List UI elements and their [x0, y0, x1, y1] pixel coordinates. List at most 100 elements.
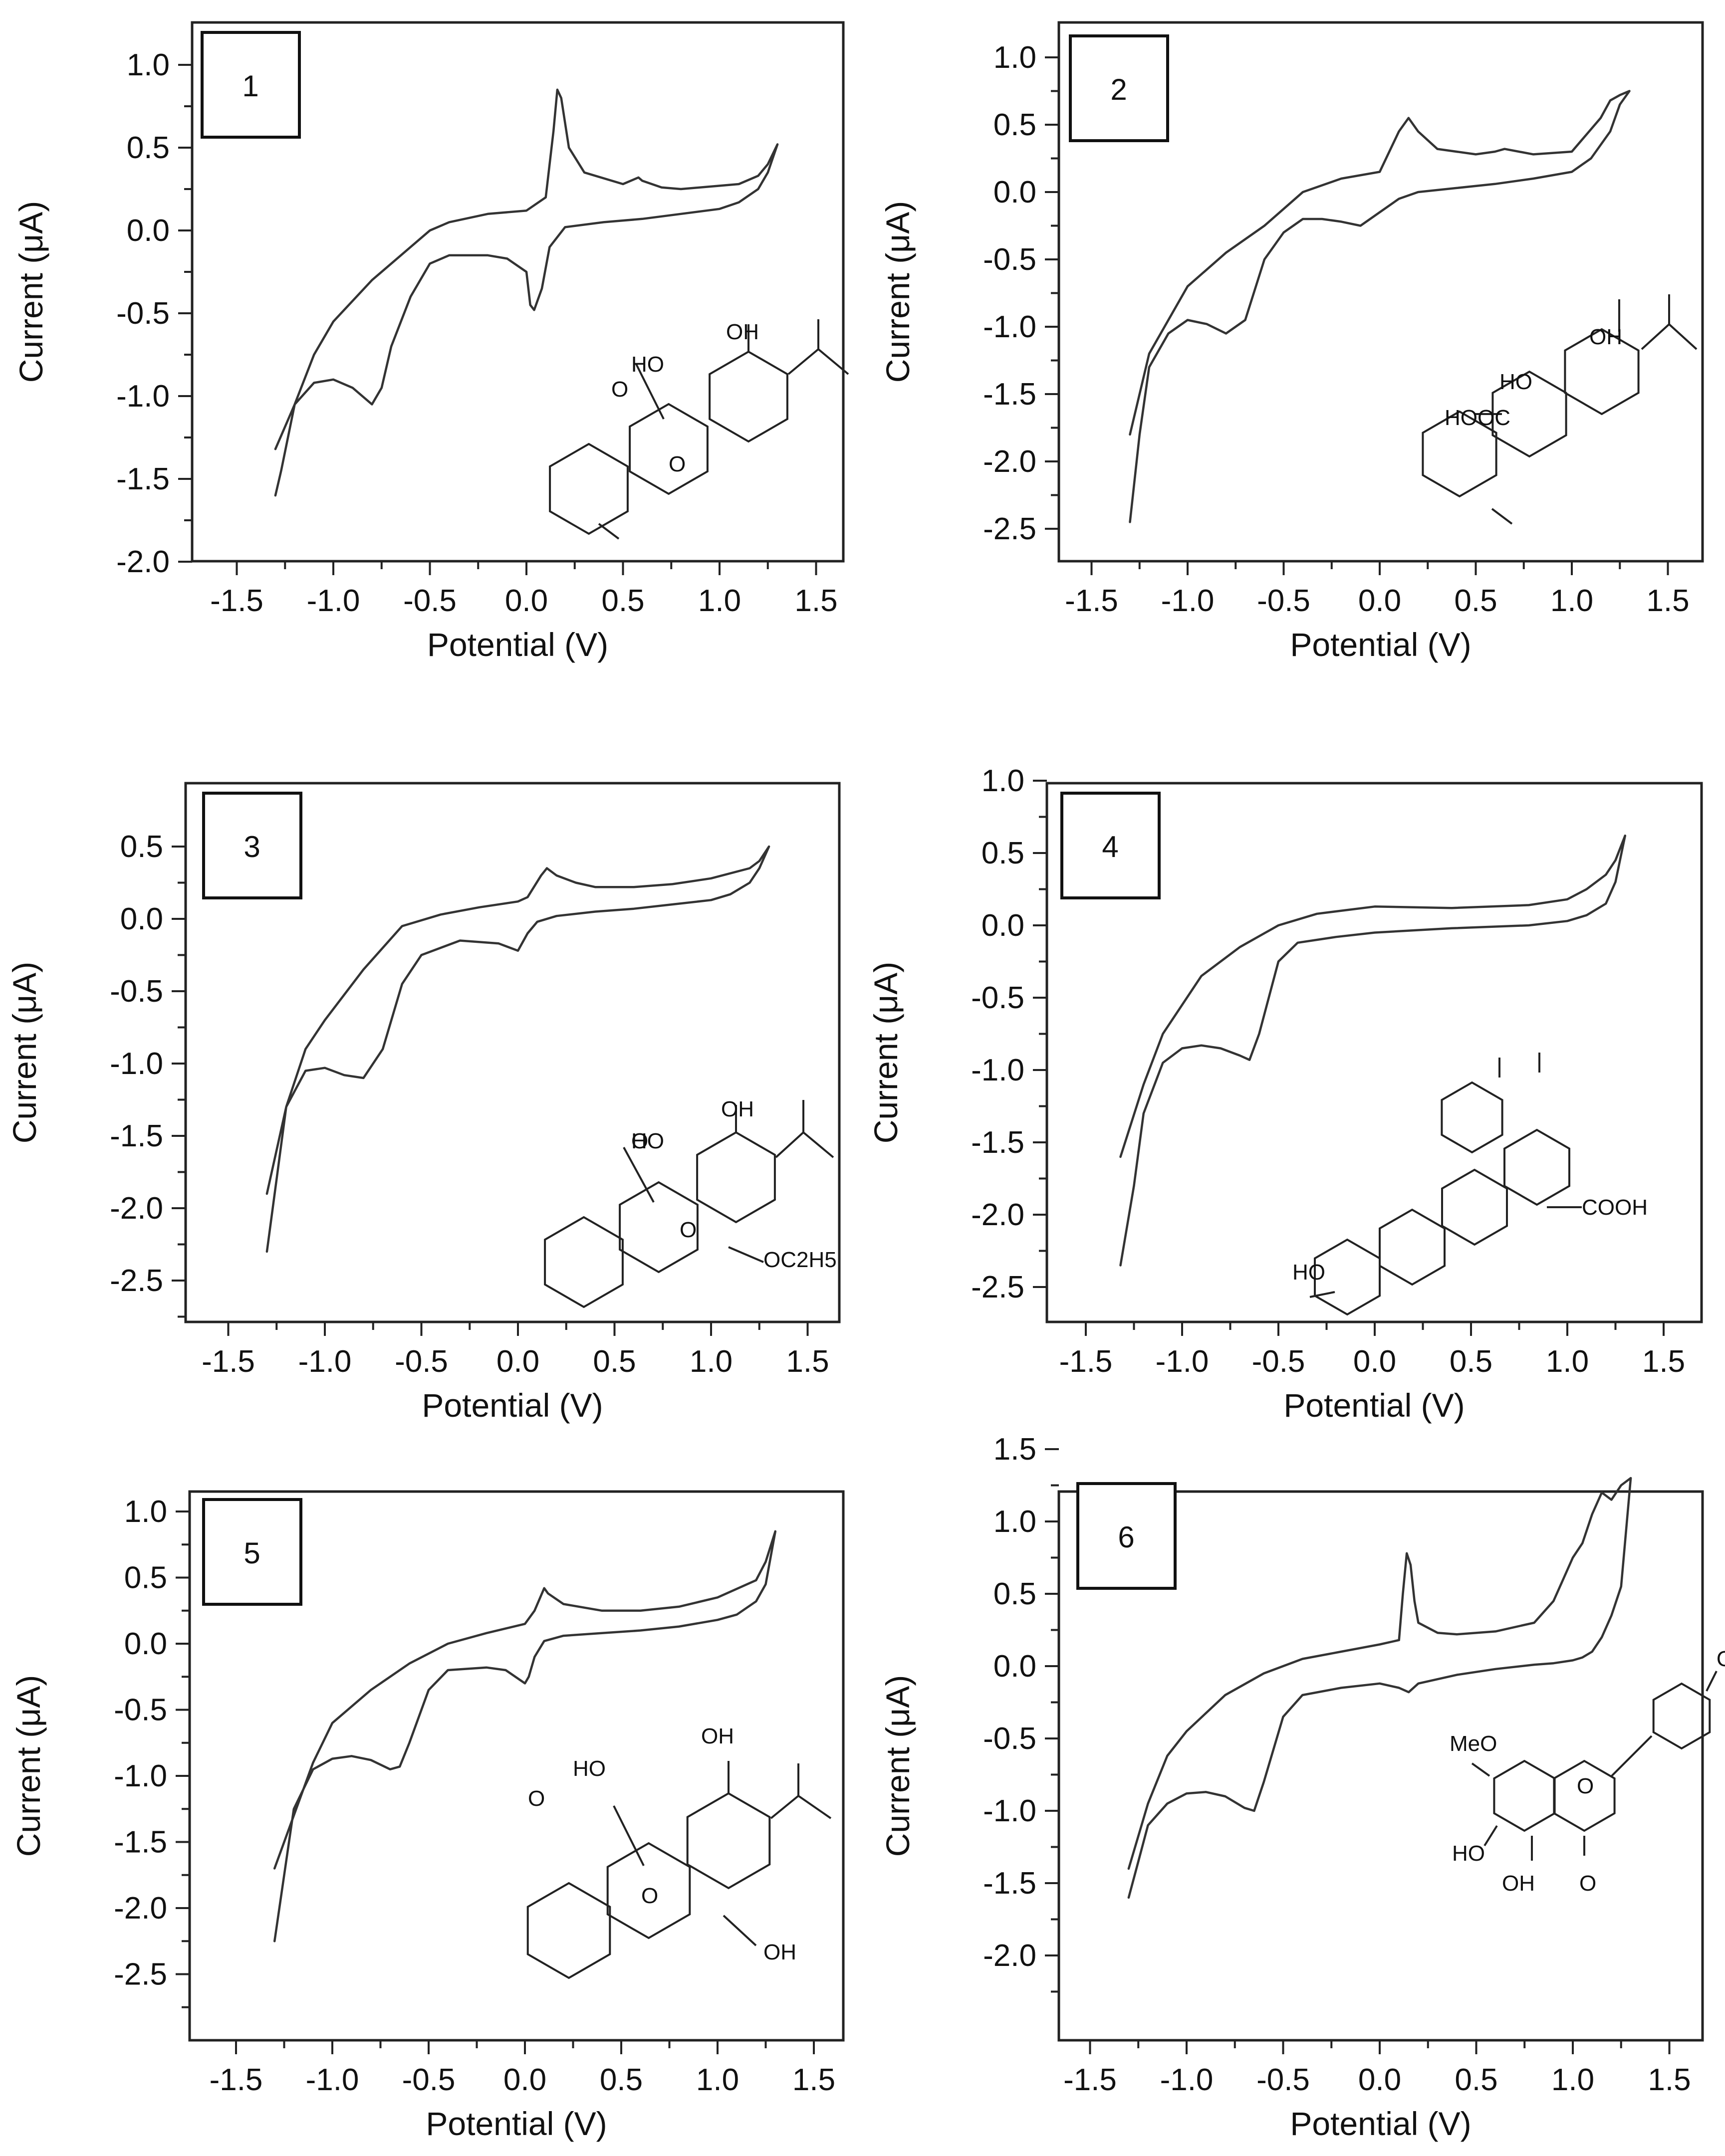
bond	[598, 523, 620, 540]
bond	[787, 348, 819, 375]
atom-label: HO	[573, 1756, 606, 1781]
y-tick-label: -2.5	[114, 1957, 167, 1992]
y-axis-title: Current (μA)	[879, 201, 916, 383]
x-tick-label: 0.5	[1455, 2063, 1497, 2097]
x-axis-title: Potential (V)	[426, 2105, 607, 2142]
y-tick-label: -0.5	[114, 1693, 167, 1727]
atom-label: MeO	[1450, 1731, 1497, 1756]
x-axis-title: Potential (V)	[1290, 2105, 1471, 2142]
y-tick-label: 0.0	[982, 908, 1024, 943]
y-tick-label: 1.0	[124, 1495, 167, 1529]
chemical-structure-p5: HO OH O O OH	[526, 1724, 832, 1979]
y-tick-label: -2.5	[110, 1264, 163, 1298]
panel-number: 3	[244, 830, 260, 863]
panel-number: 4	[1102, 830, 1118, 863]
bond	[728, 1246, 764, 1263]
plot-frame	[191, 21, 845, 563]
bond	[802, 1131, 834, 1158]
y-tick-label: 0.0	[127, 214, 170, 248]
ring-bond	[544, 1216, 624, 1308]
x-tick-label: 0.5	[1450, 1344, 1492, 1379]
ring-bond	[1553, 1759, 1616, 1832]
x-tick-label: 1.5	[794, 584, 837, 618]
x-tick-label: -0.5	[1256, 2063, 1310, 2097]
cv-panel-1: -1.5 -1.0 -0.5 0.0 0.5 1.0 1.5 1.0 0.5 0.0 -0.5 -1.…	[12, 21, 845, 663]
panel-number-box	[202, 1498, 302, 1606]
ring-bond	[619, 1181, 699, 1274]
bond	[1309, 1291, 1335, 1298]
x-tick-label: 1.5	[1646, 584, 1689, 618]
panel-number: 1	[242, 69, 258, 103]
y-tick-label: -2.5	[983, 512, 1036, 546]
x-tick-label: -1.0	[306, 2063, 359, 2097]
y-tick-label: -1.5	[114, 1825, 167, 1860]
y-tick-label: 1.5	[993, 1432, 1036, 1467]
y-tick-label: -2.0	[983, 444, 1036, 479]
y-tick-label: -1.5	[110, 1119, 163, 1153]
ring-bond	[1652, 1682, 1711, 1750]
y-tick-label: -1.5	[983, 1866, 1036, 1901]
atom-label: HOOC	[1445, 406, 1510, 430]
y-axis-title: Current (μA)	[6, 962, 43, 1143]
atom-label: O	[1579, 1871, 1596, 1896]
ring-bond	[549, 442, 629, 535]
cv-panel-6: -1.5 -1.0 -0.5 0.0 0.5 1.0 1.5 1.5 1.0 0.5 0.0 -0.5…	[879, 1432, 1704, 2142]
cv-series-line	[1129, 90, 1631, 523]
bond	[723, 1915, 757, 1946]
y-tick-label: -2.5	[971, 1270, 1024, 1304]
x-axis-title: Potential (V)	[427, 626, 608, 663]
atom-label: OH	[763, 1940, 796, 1964]
x-axis-title: Potential (V)	[422, 1387, 603, 1424]
x-tick-label: -1.0	[1161, 584, 1215, 618]
x-tick-label: -1.0	[1160, 2063, 1214, 2097]
x-tick-label: 1.0	[1551, 2063, 1594, 2097]
ring-bond	[606, 1842, 691, 1940]
y-tick-label: 1.0	[993, 40, 1036, 75]
cv-series-line	[274, 88, 779, 497]
panel-number-box	[1069, 34, 1169, 142]
ring-bond	[686, 1792, 771, 1890]
panel-number: 6	[1118, 1520, 1134, 1554]
x-tick-label: 1.0	[1546, 1344, 1589, 1379]
y-tick-label: -1.0	[983, 1794, 1036, 1828]
ring-bond	[1379, 1208, 1446, 1286]
bond	[1483, 1825, 1498, 1847]
x-tick-label: -1.0	[307, 584, 360, 618]
cv-panel-3: -1.5 -1.0 -0.5 0.0 0.5 1.0 1.5 0.5 0.0 -0.5 -1.0 -1…	[6, 782, 841, 1424]
atom-label: COOH	[1582, 1195, 1648, 1220]
x-tick-label: 0.5	[1454, 584, 1497, 618]
bond	[797, 1795, 832, 1819]
x-tick-label: 0.0	[503, 2063, 546, 2097]
y-tick-label: -1.5	[116, 462, 170, 496]
x-tick-label: -1.5	[202, 1344, 255, 1379]
x-tick-label: -1.5	[1065, 584, 1118, 618]
ring-bond	[1422, 410, 1497, 498]
x-tick-label: 0.5	[600, 2063, 643, 2097]
x-tick-label: -1.0	[298, 1344, 352, 1379]
x-tick-label: 1.5	[786, 1344, 829, 1379]
y-tick-label: -1.5	[971, 1125, 1024, 1160]
panel-number-box	[202, 792, 302, 899]
atom-label: HO	[1292, 1260, 1325, 1285]
x-tick-label: 1.5	[792, 2063, 835, 2097]
x-tick-label: 0.0	[1358, 2063, 1401, 2097]
x-tick-label: -0.5	[1252, 1344, 1305, 1379]
y-tick-label: -1.5	[983, 377, 1036, 412]
y-tick-label: -1.0	[114, 1759, 167, 1793]
chemical-structure-p3: HO OH O O OC2H5	[544, 1097, 837, 1308]
x-tick-label: 0.0	[505, 584, 548, 618]
bond	[775, 1131, 804, 1158]
atom-label: OC2H5	[763, 1248, 837, 1272]
y-axis-title: Current (μA)	[12, 201, 49, 383]
bond	[770, 1795, 799, 1819]
x-tick-label: -1.5	[1063, 2063, 1117, 2097]
x-tick-label: 1.0	[696, 2063, 739, 2097]
x-tick-label: -1.5	[210, 584, 263, 618]
y-tick-label: -1.0	[971, 1053, 1024, 1087]
bond	[1471, 1762, 1490, 1777]
cv-panel-2: -1.5 -1.0 -0.5 0.0 0.5 1.0 1.5 1.0 0.5 0.0 -0.5 -1.…	[879, 21, 1704, 663]
ring-bond	[709, 350, 788, 443]
panel-number-box	[1060, 792, 1161, 899]
y-tick-label: 0.5	[993, 108, 1036, 142]
atom-label: OH	[726, 320, 759, 344]
